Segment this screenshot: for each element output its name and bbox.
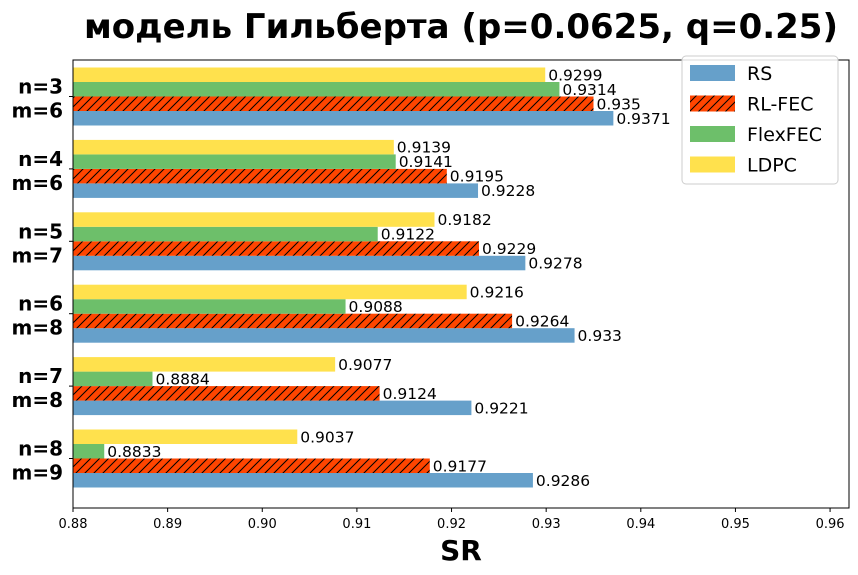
x-tick-label: 0.92 xyxy=(437,517,466,532)
bar-rs-0 xyxy=(73,111,614,126)
legend-label-flexfec: FlexFEC xyxy=(747,124,822,146)
bar-ldpc-3 xyxy=(73,284,467,300)
value-label-rs-5: 0.9286 xyxy=(536,472,590,490)
legend-box xyxy=(681,55,839,185)
bar-rs-1 xyxy=(73,183,479,198)
y-tick-label-line2: m=6 xyxy=(11,99,63,123)
x-tick-label: 0.93 xyxy=(532,517,561,532)
value-label-ldpc-4: 0.9077 xyxy=(338,356,392,374)
bar-rl-fec-0 xyxy=(73,96,594,111)
value-label-flexfec-1: 0.9141 xyxy=(399,153,453,171)
value-label-ldpc-5: 0.9037 xyxy=(300,428,354,446)
y-tick-label-line1: n=8 xyxy=(18,437,63,461)
value-label-rl-fec-4: 0.9124 xyxy=(383,385,437,403)
legend-label-rl-fec: RL-FEC xyxy=(747,94,814,116)
bar-rl-fec-1 xyxy=(73,168,447,184)
value-label-ldpc-2: 0.9182 xyxy=(438,211,492,229)
value-label-rs-1: 0.9228 xyxy=(481,182,535,200)
y-tick-label-line2: m=9 xyxy=(11,461,63,485)
y-tick-label-line2: m=6 xyxy=(11,171,63,195)
chart-title: модель Гильберта (p=0.0625, q=0.25) xyxy=(84,7,838,47)
value-label-rs-0: 0.9371 xyxy=(616,110,670,128)
y-tick-label-line1: n=5 xyxy=(18,219,63,243)
bar-rl-fec-2 xyxy=(73,241,479,256)
value-label-flexfec-0: 0.9314 xyxy=(562,81,616,99)
x-tick-label: 0.88 xyxy=(59,517,88,532)
bar-ldpc-5 xyxy=(73,429,298,444)
x-tick-label: 0.89 xyxy=(153,517,182,532)
bar-flexfec-5 xyxy=(73,444,105,459)
legend: RS RL-FEC FlexFEC LDPC xyxy=(681,55,839,185)
value-label-flexfec-2: 0.9122 xyxy=(381,226,435,244)
bar-rl-fec-4 xyxy=(73,386,380,401)
y-tick-label-line2: m=8 xyxy=(11,388,63,412)
bar-ldpc-1 xyxy=(73,139,394,155)
value-label-flexfec-4: 0.8884 xyxy=(155,370,209,388)
bar-ldpc-4 xyxy=(73,357,336,372)
y-tick-label-line1: n=4 xyxy=(18,147,63,171)
bar-ldpc-0 xyxy=(73,67,546,82)
bar-flexfec-1 xyxy=(73,154,396,169)
legend-label-rs: RS xyxy=(747,63,772,85)
y-tick-label-line2: m=8 xyxy=(11,316,63,340)
y-tick-label-line1: n=3 xyxy=(18,75,63,99)
x-tick-label: 0.94 xyxy=(626,517,655,532)
legend-label-ldpc: LDPC xyxy=(747,155,797,177)
value-label-rl-fec-2: 0.9229 xyxy=(482,240,536,258)
value-label-rl-fec-1: 0.9195 xyxy=(450,168,504,186)
x-tick-label: 0.91 xyxy=(342,517,371,532)
y-tick-label-line2: m=7 xyxy=(11,243,63,267)
bar-rl-fec-3 xyxy=(73,313,513,329)
bar-rs-2 xyxy=(73,255,526,271)
bar-rl-fec-5 xyxy=(73,458,430,473)
bar-flexfec-3 xyxy=(73,299,346,314)
bar-rs-3 xyxy=(73,328,575,343)
bar-ldpc-2 xyxy=(73,212,435,227)
bar-rs-5 xyxy=(73,473,533,488)
bar-flexfec-0 xyxy=(73,82,560,97)
bar-rs-4 xyxy=(73,400,472,416)
legend-swatch-flexfec xyxy=(690,126,735,142)
plot-frame xyxy=(72,59,850,509)
legend-swatch-rl-fec xyxy=(690,95,735,112)
value-label-flexfec-3: 0.9088 xyxy=(349,298,403,316)
value-label-flexfec-5: 0.8833 xyxy=(107,443,161,461)
bar-flexfec-4 xyxy=(73,371,153,387)
x-axis-label: SR xyxy=(440,534,482,567)
legend-swatch-ldpc xyxy=(690,156,735,173)
value-label-rl-fec-0: 0.935 xyxy=(596,95,640,113)
value-label-rs-2: 0.9278 xyxy=(528,255,582,273)
y-tick-label-line1: n=6 xyxy=(18,292,63,316)
value-label-rs-4: 0.9221 xyxy=(474,399,528,417)
value-label-rs-3: 0.933 xyxy=(578,327,622,345)
value-label-rl-fec-5: 0.9177 xyxy=(433,457,487,475)
x-tick-label: 0.96 xyxy=(816,517,845,532)
x-tick-label: 0.95 xyxy=(721,517,750,532)
value-label-ldpc-0: 0.9299 xyxy=(548,66,602,84)
bar-flexfec-2 xyxy=(73,226,378,242)
value-label-rl-fec-3: 0.9264 xyxy=(515,312,569,330)
value-label-ldpc-1: 0.9139 xyxy=(397,139,451,157)
x-tick-label: 0.90 xyxy=(248,517,277,532)
legend-swatch-rs xyxy=(690,65,735,81)
y-tick-label-line1: n=7 xyxy=(18,364,63,388)
value-label-ldpc-3: 0.9216 xyxy=(470,283,524,301)
